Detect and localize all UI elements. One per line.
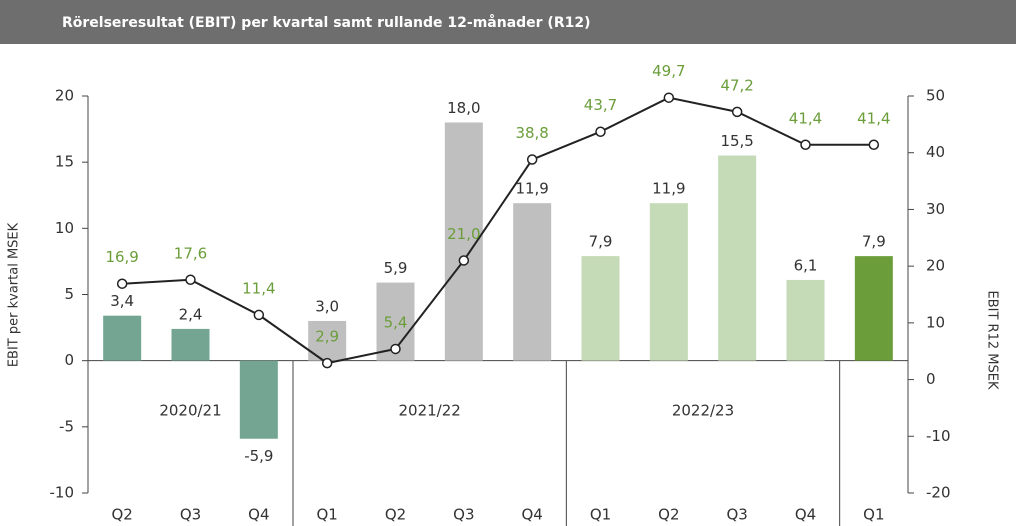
r12-marker xyxy=(731,106,743,118)
r12-marker xyxy=(116,278,128,289)
r12-value-label: 41,4 xyxy=(857,109,890,127)
r12-marker xyxy=(390,343,401,355)
x-tick-label: Q1 xyxy=(863,506,884,524)
x-tick-label: Q3 xyxy=(180,506,201,524)
y2-tick-label: -10 xyxy=(926,427,951,445)
y-tick-label: -10 xyxy=(50,484,75,502)
title-banner xyxy=(0,0,1016,44)
x-tick-label: Q2 xyxy=(658,506,679,524)
bar xyxy=(239,360,278,439)
y2-tick-label: 10 xyxy=(926,313,945,331)
r12-marker xyxy=(526,154,538,165)
y-axis-title: EBIT per kvartal MSEK xyxy=(7,222,22,367)
r12-value-label: 49,7 xyxy=(652,62,685,80)
y-tick-label: 10 xyxy=(55,219,74,237)
x-tick-label: Q4 xyxy=(521,506,542,524)
x-tick-label: Q2 xyxy=(385,506,406,524)
y-tick-label: 15 xyxy=(55,153,74,171)
bar xyxy=(718,155,757,361)
y-tick-label: 20 xyxy=(55,87,74,105)
r12-marker xyxy=(663,92,675,103)
x-tick-label: Q2 xyxy=(111,506,132,524)
y2-tick-label: -20 xyxy=(926,484,951,502)
x-tick-label: Q1 xyxy=(316,506,337,524)
group-label: 2020/21 xyxy=(159,402,221,420)
r12-line xyxy=(122,96,874,365)
r12-value-label: 41,4 xyxy=(789,109,822,127)
bar xyxy=(649,203,688,361)
chart-title: Rörelseresultat (EBIT) per kvartal samt … xyxy=(62,14,591,31)
bar xyxy=(854,256,893,361)
r12-value-label: 43,7 xyxy=(584,96,617,114)
r12-value-label: 38,8 xyxy=(515,124,548,142)
r12-value-label: 17,6 xyxy=(174,244,207,262)
x-tick-label: Q4 xyxy=(248,506,269,524)
bar-value-label: -5,9 xyxy=(244,447,273,465)
x-tick-label: Q1 xyxy=(590,506,611,524)
group-label: 2021/22 xyxy=(399,402,461,420)
bar-value-label: 2,4 xyxy=(179,305,203,323)
y2-tick-label: 40 xyxy=(926,143,945,161)
x-tick-label: Q3 xyxy=(726,506,747,524)
r12-marker xyxy=(185,274,196,286)
y-tick-label: -5 xyxy=(59,417,74,435)
bar-value-label: 18,0 xyxy=(447,99,480,117)
y2-tick-label: 30 xyxy=(926,200,945,218)
bar-value-label: 11,9 xyxy=(652,180,685,198)
bar xyxy=(786,279,825,361)
r12-marker xyxy=(321,357,333,369)
r12-value-label: 5,4 xyxy=(384,313,408,331)
r12-value-label: 11,4 xyxy=(242,279,275,297)
bar xyxy=(103,315,142,361)
bar-value-label: 3,0 xyxy=(315,297,339,315)
r12-value-label: 21,0 xyxy=(447,225,480,243)
r12-value-label: 2,9 xyxy=(315,328,339,346)
r12-marker xyxy=(253,309,265,321)
x-tick-label: Q3 xyxy=(453,506,474,524)
y2-tick-label: 0 xyxy=(926,370,936,388)
y2-tick-label: 20 xyxy=(926,257,945,275)
r12-marker xyxy=(800,139,811,151)
bar-value-label: 11,9 xyxy=(515,180,548,198)
r12-value-label: 47,2 xyxy=(720,76,753,94)
bar xyxy=(581,256,620,361)
bar xyxy=(513,203,552,361)
bar-value-label: 15,5 xyxy=(720,132,753,150)
group-label: 2022/23 xyxy=(672,402,734,420)
r12-value-label: 16,9 xyxy=(105,248,138,266)
y2-tick-label: 50 xyxy=(926,87,945,105)
bar-value-label: 7,9 xyxy=(589,233,613,251)
r12-marker xyxy=(458,255,470,266)
y-tick-label: 5 xyxy=(64,285,74,303)
x-tick-label: Q4 xyxy=(795,506,816,524)
bar-value-label: 3,4 xyxy=(110,292,134,310)
bar-value-label: 7,9 xyxy=(862,233,886,251)
r12-marker xyxy=(595,126,606,137)
bar-value-label: 6,1 xyxy=(794,256,818,274)
r12-marker xyxy=(868,139,880,151)
bar-value-label: 5,9 xyxy=(384,259,408,277)
bar xyxy=(171,328,210,361)
y2-axis-title: EBIT R12 MSEK xyxy=(985,291,1000,390)
y-tick-label: 0 xyxy=(64,351,74,369)
